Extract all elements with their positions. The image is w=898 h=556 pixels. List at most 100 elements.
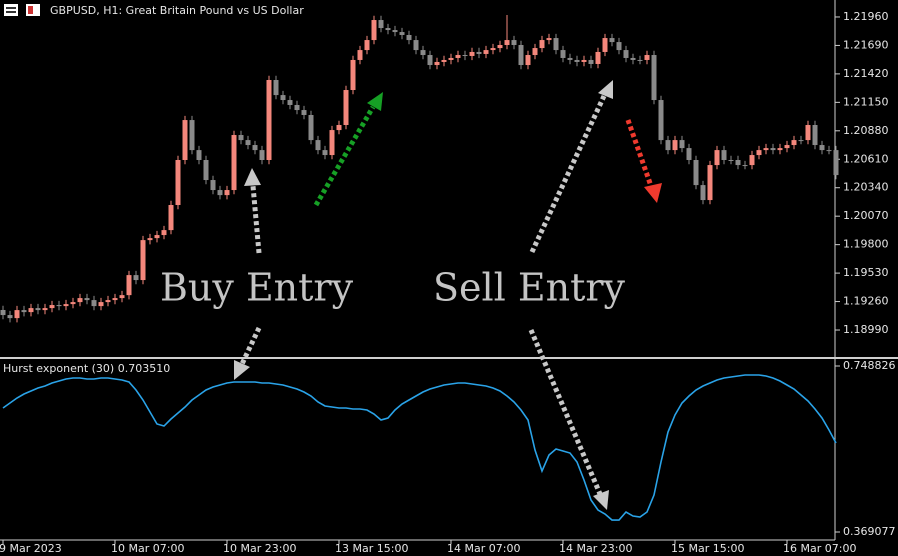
candle-body <box>63 304 69 307</box>
arrow <box>528 329 603 495</box>
candle-body <box>756 150 762 156</box>
candle-body <box>448 57 454 60</box>
candle-body <box>224 190 230 196</box>
candle-body <box>721 150 727 161</box>
y-tick-label: 1.21150 <box>843 95 889 108</box>
candle-body <box>301 110 307 115</box>
candle-body <box>28 308 34 313</box>
x-tick-label: 13 Mar 15:00 <box>335 542 408 555</box>
candle-body <box>511 40 517 46</box>
candle-body <box>70 302 76 305</box>
candle-body <box>189 120 195 151</box>
arrow <box>625 119 654 187</box>
icon <box>28 6 33 14</box>
candle-body <box>280 95 286 101</box>
candle-body <box>406 34 412 41</box>
y-tick-label: 1.20340 <box>843 181 889 194</box>
candle-body <box>196 150 202 161</box>
candle-body <box>644 55 650 60</box>
candle-body <box>350 59 356 91</box>
candle-body <box>392 30 398 33</box>
candle-body <box>735 160 741 166</box>
y-tick-label: 1.21420 <box>843 67 889 80</box>
icon <box>6 7 16 9</box>
candle-body <box>483 50 489 54</box>
candle-body <box>147 238 153 241</box>
candle-body <box>532 48 538 56</box>
annotation: Buy Entry <box>160 266 354 310</box>
candle-body <box>378 20 384 29</box>
candle-body <box>588 59 594 64</box>
candle-body <box>497 45 503 49</box>
candle-body <box>791 140 797 146</box>
y-tick-label: 1.21960 <box>843 10 889 23</box>
arrow-head <box>367 92 383 111</box>
candle-body <box>686 148 692 161</box>
y-tick-label: 1.19260 <box>843 295 889 308</box>
line <box>2 374 837 521</box>
candle-body <box>525 55 531 66</box>
candle-body <box>49 305 55 309</box>
candle-body <box>399 32 405 35</box>
candle-body <box>21 310 27 313</box>
symbol-icons <box>4 4 40 16</box>
y-tick-label: 1.19800 <box>843 238 889 251</box>
icon <box>6 11 16 13</box>
candle-body <box>651 55 657 101</box>
x-tick-label: 14 Mar 23:00 <box>559 542 632 555</box>
y-tick-label: 0.748826 <box>843 359 896 372</box>
candle-body <box>693 160 699 186</box>
y-tick-label: 1.19530 <box>843 266 889 279</box>
candle-body <box>126 275 132 296</box>
candle-body <box>462 55 468 57</box>
candle-body <box>56 305 62 307</box>
candle-body <box>364 40 370 51</box>
candle-body <box>763 148 769 151</box>
candle-body <box>546 38 552 41</box>
candle-body <box>259 150 265 161</box>
candle-body <box>728 160 734 162</box>
candle-body <box>819 145 825 151</box>
annotation: Sell Entry <box>433 266 626 310</box>
candle-body <box>630 57 636 60</box>
candle-body <box>476 51 482 54</box>
candle-body <box>707 165 713 201</box>
y-tick-label: 1.21690 <box>843 38 889 51</box>
candle-body <box>119 295 125 299</box>
candle-body <box>175 160 181 206</box>
y-tick-label: 1.18990 <box>843 323 889 336</box>
candle-body <box>14 310 20 319</box>
candle-body <box>161 230 167 236</box>
candle-body <box>42 308 48 311</box>
candle-body <box>336 125 342 131</box>
candle-body <box>168 205 174 231</box>
candle-body <box>798 140 804 142</box>
candle-body <box>371 20 377 41</box>
candle-body <box>560 50 566 58</box>
candle-body <box>84 298 90 301</box>
arrow-head <box>593 490 609 510</box>
candle-body <box>238 135 244 141</box>
y-tick-label: 0.369077 <box>843 525 896 538</box>
arrow <box>250 185 262 254</box>
arrow-head <box>644 183 662 203</box>
icon <box>4 4 18 16</box>
candle-body <box>245 140 251 146</box>
candle-body <box>518 45 524 66</box>
candle-body <box>770 148 776 151</box>
candle-body <box>140 240 146 281</box>
candle-body <box>455 55 461 58</box>
candle-body <box>0 309 6 316</box>
candle-body <box>413 40 419 51</box>
candle-body <box>742 165 748 167</box>
candle-body <box>203 160 209 181</box>
candle-body <box>231 135 237 191</box>
candle-body <box>91 300 97 307</box>
candle-body <box>595 51 601 64</box>
y-tick-label: 1.20880 <box>843 124 889 137</box>
candle-body <box>469 51 475 56</box>
candle-body <box>154 235 160 239</box>
x-tick-label: 16 Mar 07:00 <box>783 542 856 555</box>
candle-body <box>287 100 293 105</box>
x-tick-label: 15 Mar 15:00 <box>671 542 744 555</box>
